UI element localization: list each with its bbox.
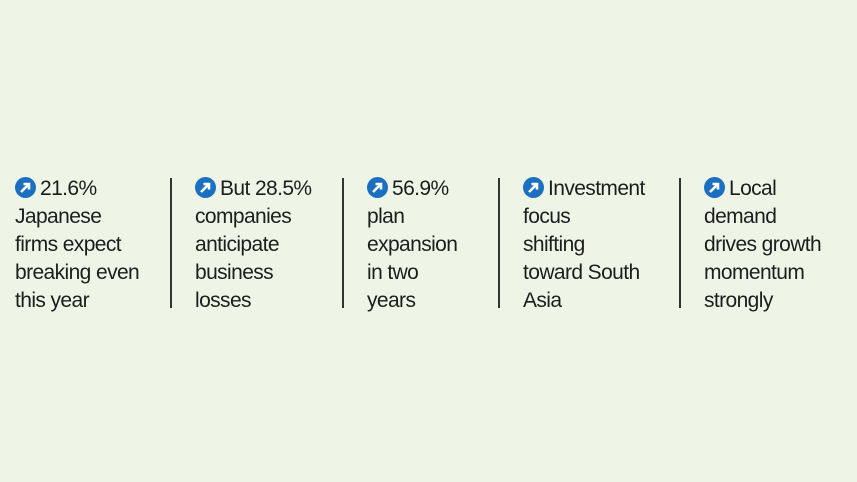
stat-line: 56.9% (367, 175, 457, 203)
stat-item: 56.9% plan expansion in two years (367, 175, 458, 315)
stat-line: focus (523, 203, 645, 231)
stat-text: drives growth (704, 233, 822, 256)
stat-line: Investment (523, 175, 645, 203)
stat-text: companies (195, 205, 292, 228)
stat-text: But 28.5% (220, 177, 312, 200)
arrow-icon (15, 177, 36, 198)
stat-line: in two (367, 259, 457, 287)
stat-text: strongly (704, 289, 773, 312)
stat-line: years (367, 287, 457, 315)
stat-line: companies (195, 203, 312, 231)
stat-line: demand (704, 203, 821, 231)
stat-text: 21.6% (40, 177, 97, 200)
stat-line: Asia (523, 287, 645, 315)
stat-line: firms expect (15, 231, 139, 259)
stat-line: But 28.5% (195, 175, 312, 203)
stat-text: years (367, 289, 416, 312)
stat-line: anticipate (195, 231, 312, 259)
arrow-icon (704, 177, 725, 198)
stat-text: momentum (704, 261, 805, 284)
stat-line: this year (15, 287, 139, 315)
arrow-icon (523, 177, 544, 198)
stat-line: shifting (523, 231, 645, 259)
stat-text: 56.9% (392, 177, 449, 200)
stat-line: business (195, 259, 312, 287)
stat-line: strongly (704, 287, 821, 315)
stat-text: anticipate (195, 233, 280, 256)
stat-text: Investment (548, 177, 645, 200)
arrow-icon (367, 177, 388, 198)
stat-text: business (195, 261, 274, 284)
stat-line: Japanese (15, 203, 139, 231)
divider (498, 178, 500, 308)
arrow-icon (195, 177, 216, 198)
stat-line: Local (704, 175, 821, 203)
stat-line: expansion (367, 231, 458, 259)
stat-line: drives growth (704, 231, 822, 259)
stat-item: 21.6% Japanese firms expect breaking even th… (15, 175, 140, 315)
stat-text: demand (704, 205, 777, 228)
stat-line: toward South (523, 259, 645, 287)
stat-item: Investment focus shifting toward South Asia (523, 175, 645, 315)
stat-text: Asia (523, 289, 562, 312)
stat-line: breaking even (15, 259, 140, 287)
stat-line: momentum (704, 259, 821, 287)
stat-text: expansion (367, 233, 458, 256)
stat-text: focus (523, 205, 571, 228)
divider (342, 178, 344, 308)
stat-text: firms expect (15, 233, 122, 256)
stat-item: But 28.5% companies anticipate business loss… (195, 175, 312, 315)
stat-text: in two (367, 261, 419, 284)
divider (679, 178, 681, 308)
stat-text: Japanese (15, 205, 102, 228)
divider (170, 178, 172, 308)
stat-text: plan (367, 205, 405, 228)
stat-item: Local demand drives growth momentum strongly (704, 175, 822, 315)
stat-text: toward South (523, 261, 640, 284)
stat-text: losses (195, 289, 252, 312)
stat-text: this year (15, 289, 90, 312)
stat-line: 21.6% (15, 175, 139, 203)
stat-text: Local (729, 177, 777, 200)
stat-text: shifting (523, 233, 585, 256)
stat-line: plan (367, 203, 457, 231)
stat-line: losses (195, 287, 312, 315)
stat-text: breaking even (15, 261, 140, 284)
